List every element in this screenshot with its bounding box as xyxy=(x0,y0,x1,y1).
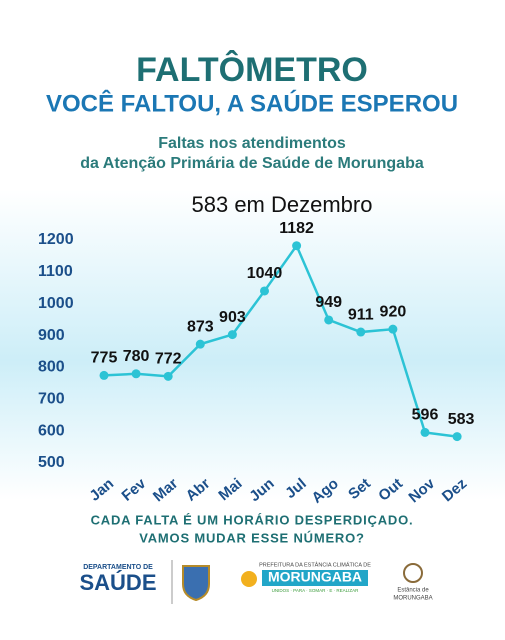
value-label: 873 xyxy=(187,318,214,335)
point xyxy=(260,286,269,296)
logo-text: DEPARTAMENTO DE xyxy=(83,564,153,571)
logo-text: SAÚDE xyxy=(79,570,156,595)
value-label: 903 xyxy=(219,309,246,326)
logo-text: MORUNGABA xyxy=(393,596,432,602)
point xyxy=(292,241,302,251)
value-label: 1040 xyxy=(247,265,283,282)
footer: CADA FALTA É UM HORÁRIO DESPERDIÇADO. xyxy=(91,512,414,527)
value-label: 949 xyxy=(315,294,342,311)
logo-text: UNIDOS · PARA · SOMAR · E · REALIZAR xyxy=(272,588,359,593)
point xyxy=(131,369,141,379)
chart-title: 583 em Dezembro xyxy=(192,192,373,217)
logo-text: Estância de xyxy=(397,588,429,594)
value-label: 920 xyxy=(380,303,407,320)
line xyxy=(103,243,458,438)
point xyxy=(227,330,237,340)
y-tick-label: 1100 xyxy=(38,263,73,280)
value-label: 780 xyxy=(123,348,150,365)
y-tick-label: 700 xyxy=(38,391,65,408)
value-label: 775 xyxy=(91,350,118,367)
y-tick-label: 500 xyxy=(38,454,65,471)
logo-text: PREFEITURA DA ESTÂNCIA CLIMÁTICA DE xyxy=(259,561,371,568)
title: FALTÔMETRO xyxy=(136,50,368,89)
emblem xyxy=(403,563,423,583)
y-tick-label: 1000 xyxy=(38,295,74,312)
description: da Atenção Primária de Saúde de Morungab… xyxy=(80,155,424,172)
point xyxy=(99,370,109,380)
value-label: 911 xyxy=(348,306,374,323)
logo-text: MORUNGABA xyxy=(268,569,362,585)
value-label: 583 xyxy=(448,411,475,428)
y-tick-label: 900 xyxy=(38,327,65,344)
chart-panel xyxy=(0,190,505,500)
y-tick-label: 800 xyxy=(38,359,65,376)
point xyxy=(388,324,398,334)
sun-icon xyxy=(241,571,257,587)
logo-box xyxy=(262,570,368,586)
point xyxy=(356,327,366,337)
coat-of-arms xyxy=(182,565,210,602)
y-tick-label: 1200 xyxy=(38,231,74,248)
value-label: 1182 xyxy=(279,220,314,237)
point xyxy=(420,427,430,437)
subtitle: VOCÊ FALTOU, A SAÚDE ESPEROU xyxy=(46,89,458,117)
point xyxy=(324,315,334,325)
point xyxy=(452,432,462,442)
point xyxy=(195,339,205,349)
description: Faltas nos atendimentos xyxy=(158,135,346,152)
logos: DEPARTAMENTO DE SAÚDE PREFEITURA DA ESTÂ… xyxy=(79,560,433,604)
y-tick-label: 600 xyxy=(38,422,65,439)
value-label: 772 xyxy=(155,351,182,368)
footer: VAMOS MUDAR ESSE NÚMERO? xyxy=(139,530,365,545)
point xyxy=(163,371,173,381)
value-label: 596 xyxy=(412,407,439,424)
